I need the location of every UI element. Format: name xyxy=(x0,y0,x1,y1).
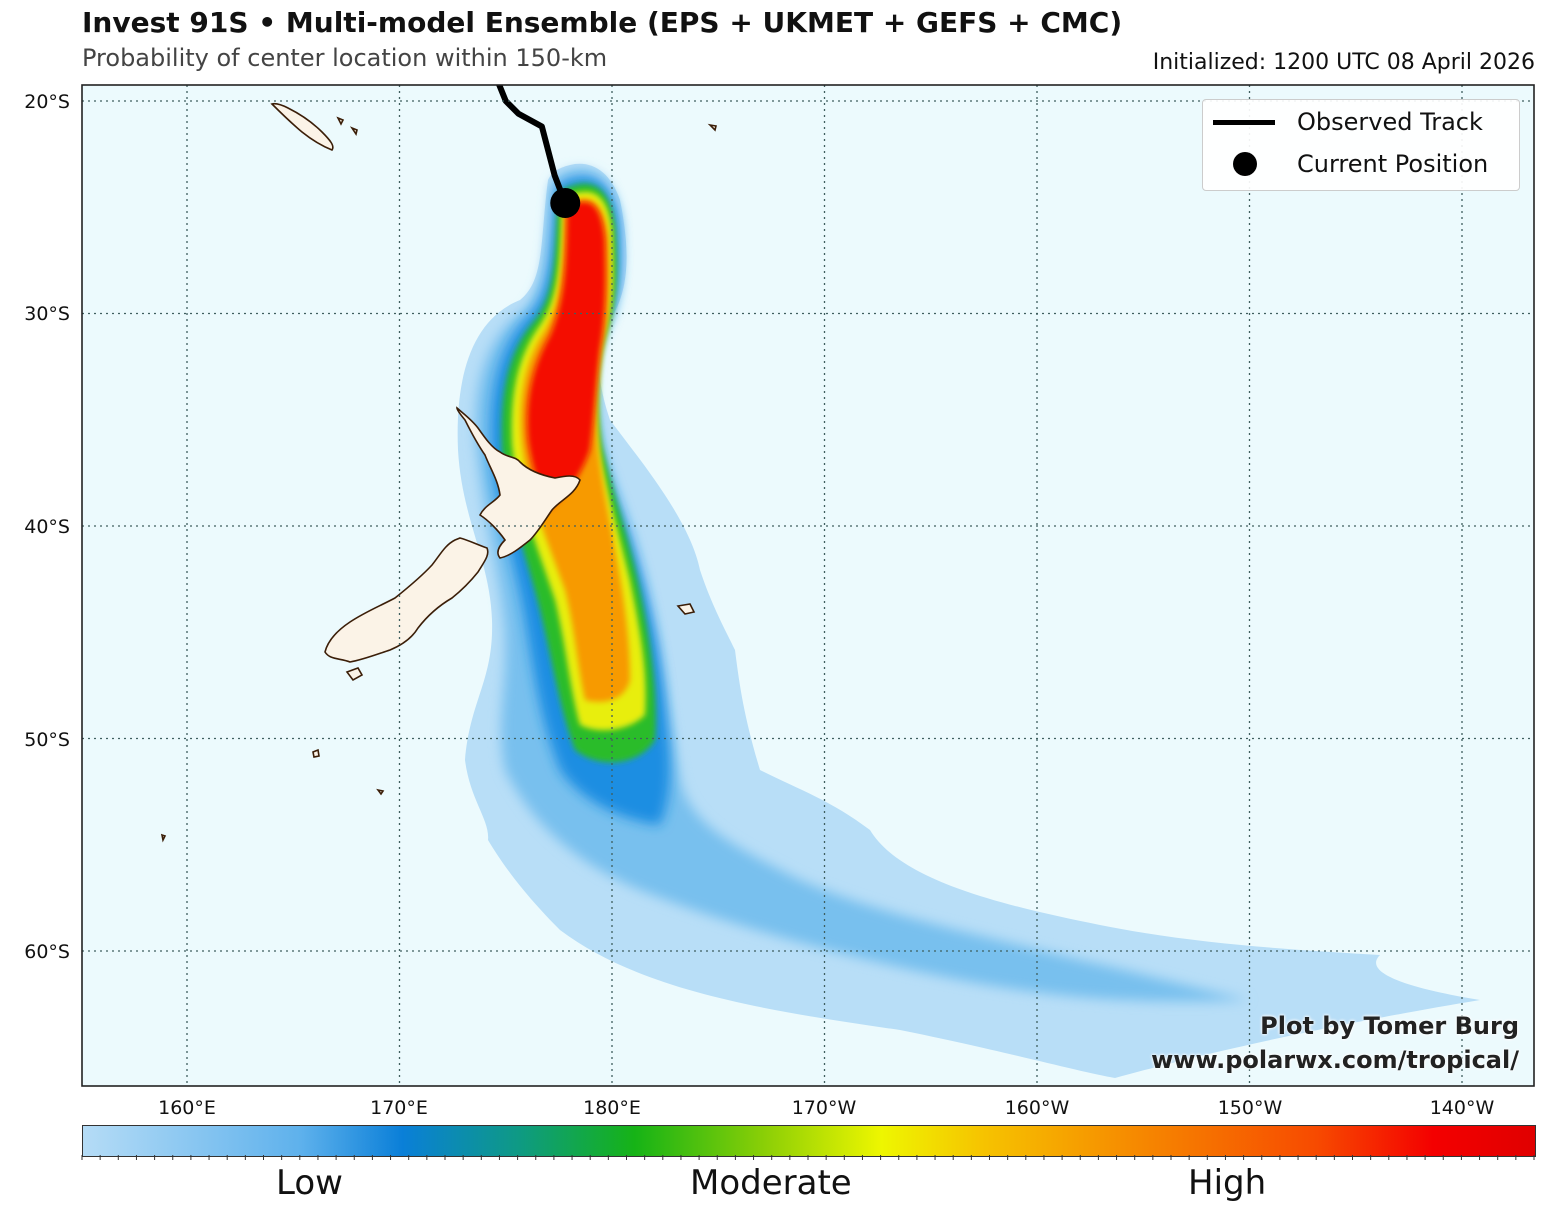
lat-label-40s: 40°S xyxy=(24,516,70,538)
longitude-labels: 160°E 170°E 180°E 170°W 160°W 150°W 140°… xyxy=(158,1097,1494,1119)
observed-track-line xyxy=(496,85,569,205)
new-zealand-south-island xyxy=(324,537,489,663)
credit-url: www.polarwx.com/tropical/ xyxy=(1151,1046,1519,1074)
legend-label-observed-track: Observed Track xyxy=(1297,108,1483,136)
plume-low-mid xyxy=(475,169,1250,1002)
auckland-islands xyxy=(312,748,320,758)
lon-label-140w: 140°W xyxy=(1430,1097,1495,1119)
credit-author: Plot by Tomer Burg xyxy=(1260,1012,1519,1040)
colorbar-ticks xyxy=(81,1155,1535,1160)
legend-item-current-position: Current Position xyxy=(1203,144,1519,184)
initialized-time: Initialized: 1200 UTC 08 April 2026 xyxy=(1152,50,1535,75)
track-line-icon xyxy=(1213,120,1275,125)
map-frame xyxy=(81,84,1535,1087)
probability-colorbar xyxy=(82,1125,1536,1157)
gridlines xyxy=(82,85,1534,1086)
small-island-c xyxy=(160,833,167,843)
colorbar-label-moderate: Moderate xyxy=(690,1163,852,1203)
loyalty-islands xyxy=(336,116,358,136)
legend-label-current-position: Current Position xyxy=(1297,150,1489,178)
lon-label-160w: 160°W xyxy=(1005,1097,1070,1119)
lat-label-20s: 20°S xyxy=(24,91,70,113)
track-layer xyxy=(496,85,581,218)
lon-label-150w: 150°W xyxy=(1218,1097,1283,1119)
probability-plume xyxy=(457,163,1481,1079)
position-dot-icon xyxy=(1233,152,1257,176)
lon-label-180e: 180°E xyxy=(583,1097,641,1119)
map-legend: Observed Track Current Position xyxy=(1202,99,1520,191)
chatham-islands xyxy=(676,603,696,615)
lat-label-60s: 60°S xyxy=(24,941,70,963)
lon-label-170e: 170°E xyxy=(370,1097,428,1119)
land xyxy=(160,102,717,843)
new-zealand-north-island xyxy=(456,406,581,559)
current-position-marker xyxy=(550,188,581,218)
colorbar-label-low: Low xyxy=(276,1163,343,1203)
stewart-island xyxy=(345,667,364,682)
small-island-b xyxy=(376,788,385,796)
lon-label-160e: 160°E xyxy=(158,1097,216,1119)
lat-label-30s: 30°S xyxy=(24,303,70,325)
map-subtitle: Probability of center location within 15… xyxy=(82,44,608,72)
small-island-a xyxy=(707,123,717,132)
legend-item-observed-track: Observed Track xyxy=(1203,102,1519,142)
map-title: Invest 91S • Multi-model Ensemble (EPS +… xyxy=(82,6,1123,39)
plume-red xyxy=(527,202,606,510)
new-caledonia xyxy=(270,102,334,151)
lat-label-50s: 50°S xyxy=(24,729,70,751)
latitude-labels: 20°S 30°S 40°S 50°S 60°S xyxy=(24,91,70,963)
lon-label-170w: 170°W xyxy=(792,1097,857,1119)
colorbar-label-high: High xyxy=(1188,1163,1267,1203)
